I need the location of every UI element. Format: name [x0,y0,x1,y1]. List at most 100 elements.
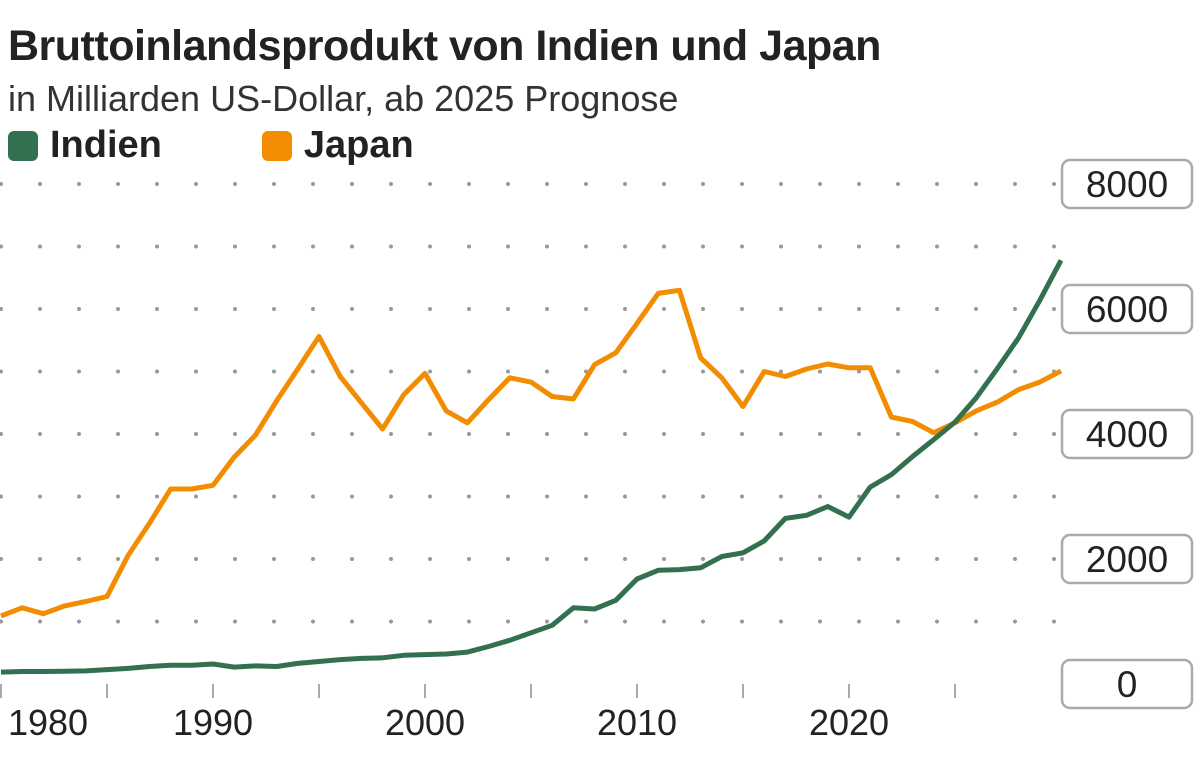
grid-dot [545,307,549,311]
grid-dot [272,432,276,436]
y-tick-label: 6000 [1086,289,1168,330]
y-tick-box [1060,283,1194,335]
grid-dot [1052,307,1056,311]
grid-dot [389,369,393,374]
grid-dot [1052,244,1056,249]
grid-dot [623,369,627,374]
series-line-indien [0,259,1064,675]
x-tick-label: 1990 [173,702,253,743]
grid-dot [233,557,237,561]
grid-dot [935,557,939,561]
grid-dot [272,619,276,624]
grid-dot [1052,557,1056,561]
grid-dot [623,494,627,499]
grid-dot [194,619,198,624]
y-tick-box [1060,158,1194,210]
grid-dot [545,432,549,436]
grid-dot [506,557,510,561]
grid-dot [272,494,276,499]
legend-label-indien: Indien [50,124,162,166]
grid-dot [740,307,744,311]
x-tick-label: 2020 [809,702,889,743]
grid-dot [857,307,861,311]
chart-title: Bruttoinlandsprodukt von Indien und Japa… [8,22,881,70]
grid-dot [623,432,627,436]
grid-dot [857,182,861,186]
grid-dot [1013,307,1017,311]
grid-dot [272,369,276,374]
grid-dot [389,182,393,186]
grid-dot [38,619,42,624]
legend-item-japan: Japan [261,124,414,167]
grid-dot [896,432,900,436]
grid-dot [194,182,198,186]
grid-dot [467,369,471,374]
grid-dot [701,619,705,624]
grid-dot [740,557,744,561]
grid-dot [428,369,432,374]
grid-dot [701,369,705,374]
grid-dot [0,557,3,561]
grid-dot [1052,619,1056,624]
grid-dot [1052,494,1056,499]
grid-dot [311,369,315,374]
grid-dot [779,494,783,499]
grid-dot [233,369,237,374]
grid-dot [155,494,159,499]
legend-swatch-indien [8,130,38,161]
grid-dot [77,494,81,499]
grid-dot [155,619,159,624]
grid-dot [194,432,198,436]
grid-dot [389,494,393,499]
grid-dot [467,244,471,249]
grid-dot [467,557,471,561]
grid-dot [38,557,42,561]
grid-dot [350,619,354,624]
grid-dot [740,494,744,499]
grid-dot [740,619,744,624]
grid-dot [116,557,120,561]
grid-dot [974,432,978,436]
grid-dot [974,369,978,374]
grid-dot [467,494,471,499]
legend-item-indien: Indien [8,124,162,167]
grid-dot [0,619,3,624]
grid-dot [1013,619,1017,624]
grid-dot [467,182,471,186]
grid-dot [311,244,315,249]
grid-dot [857,432,861,436]
y-tick-label: 0 [1117,664,1138,705]
grid-dot [350,182,354,186]
grid-dot [740,369,744,374]
grid-dot [545,244,549,249]
grid-dot [623,182,627,186]
grid-dot [350,432,354,436]
grid-dot [584,619,588,624]
grid-dot [389,307,393,311]
grid-dot [818,369,822,374]
grid-dot [77,182,81,186]
grid-dot [623,307,627,311]
grid-dot [701,432,705,436]
grid-dot [428,557,432,561]
grid-dot [779,557,783,561]
grid-dot [233,432,237,436]
grid-dot [38,182,42,186]
grid-dot [38,494,42,499]
grid-dot [389,432,393,436]
grid-dot [506,244,510,249]
series-line-japan [0,287,1063,619]
grid-dot [896,307,900,311]
grid-dot [389,619,393,624]
grid-dot [467,432,471,436]
grid-dot [896,619,900,624]
grid-dot [350,369,354,374]
grid-dot [974,557,978,561]
grid-dot [116,244,120,249]
grid-dot [38,244,42,249]
y-tick-box [1060,533,1194,585]
legend: Indien Japan [8,124,514,167]
grid-dot [662,244,666,249]
grid-dot [779,619,783,624]
